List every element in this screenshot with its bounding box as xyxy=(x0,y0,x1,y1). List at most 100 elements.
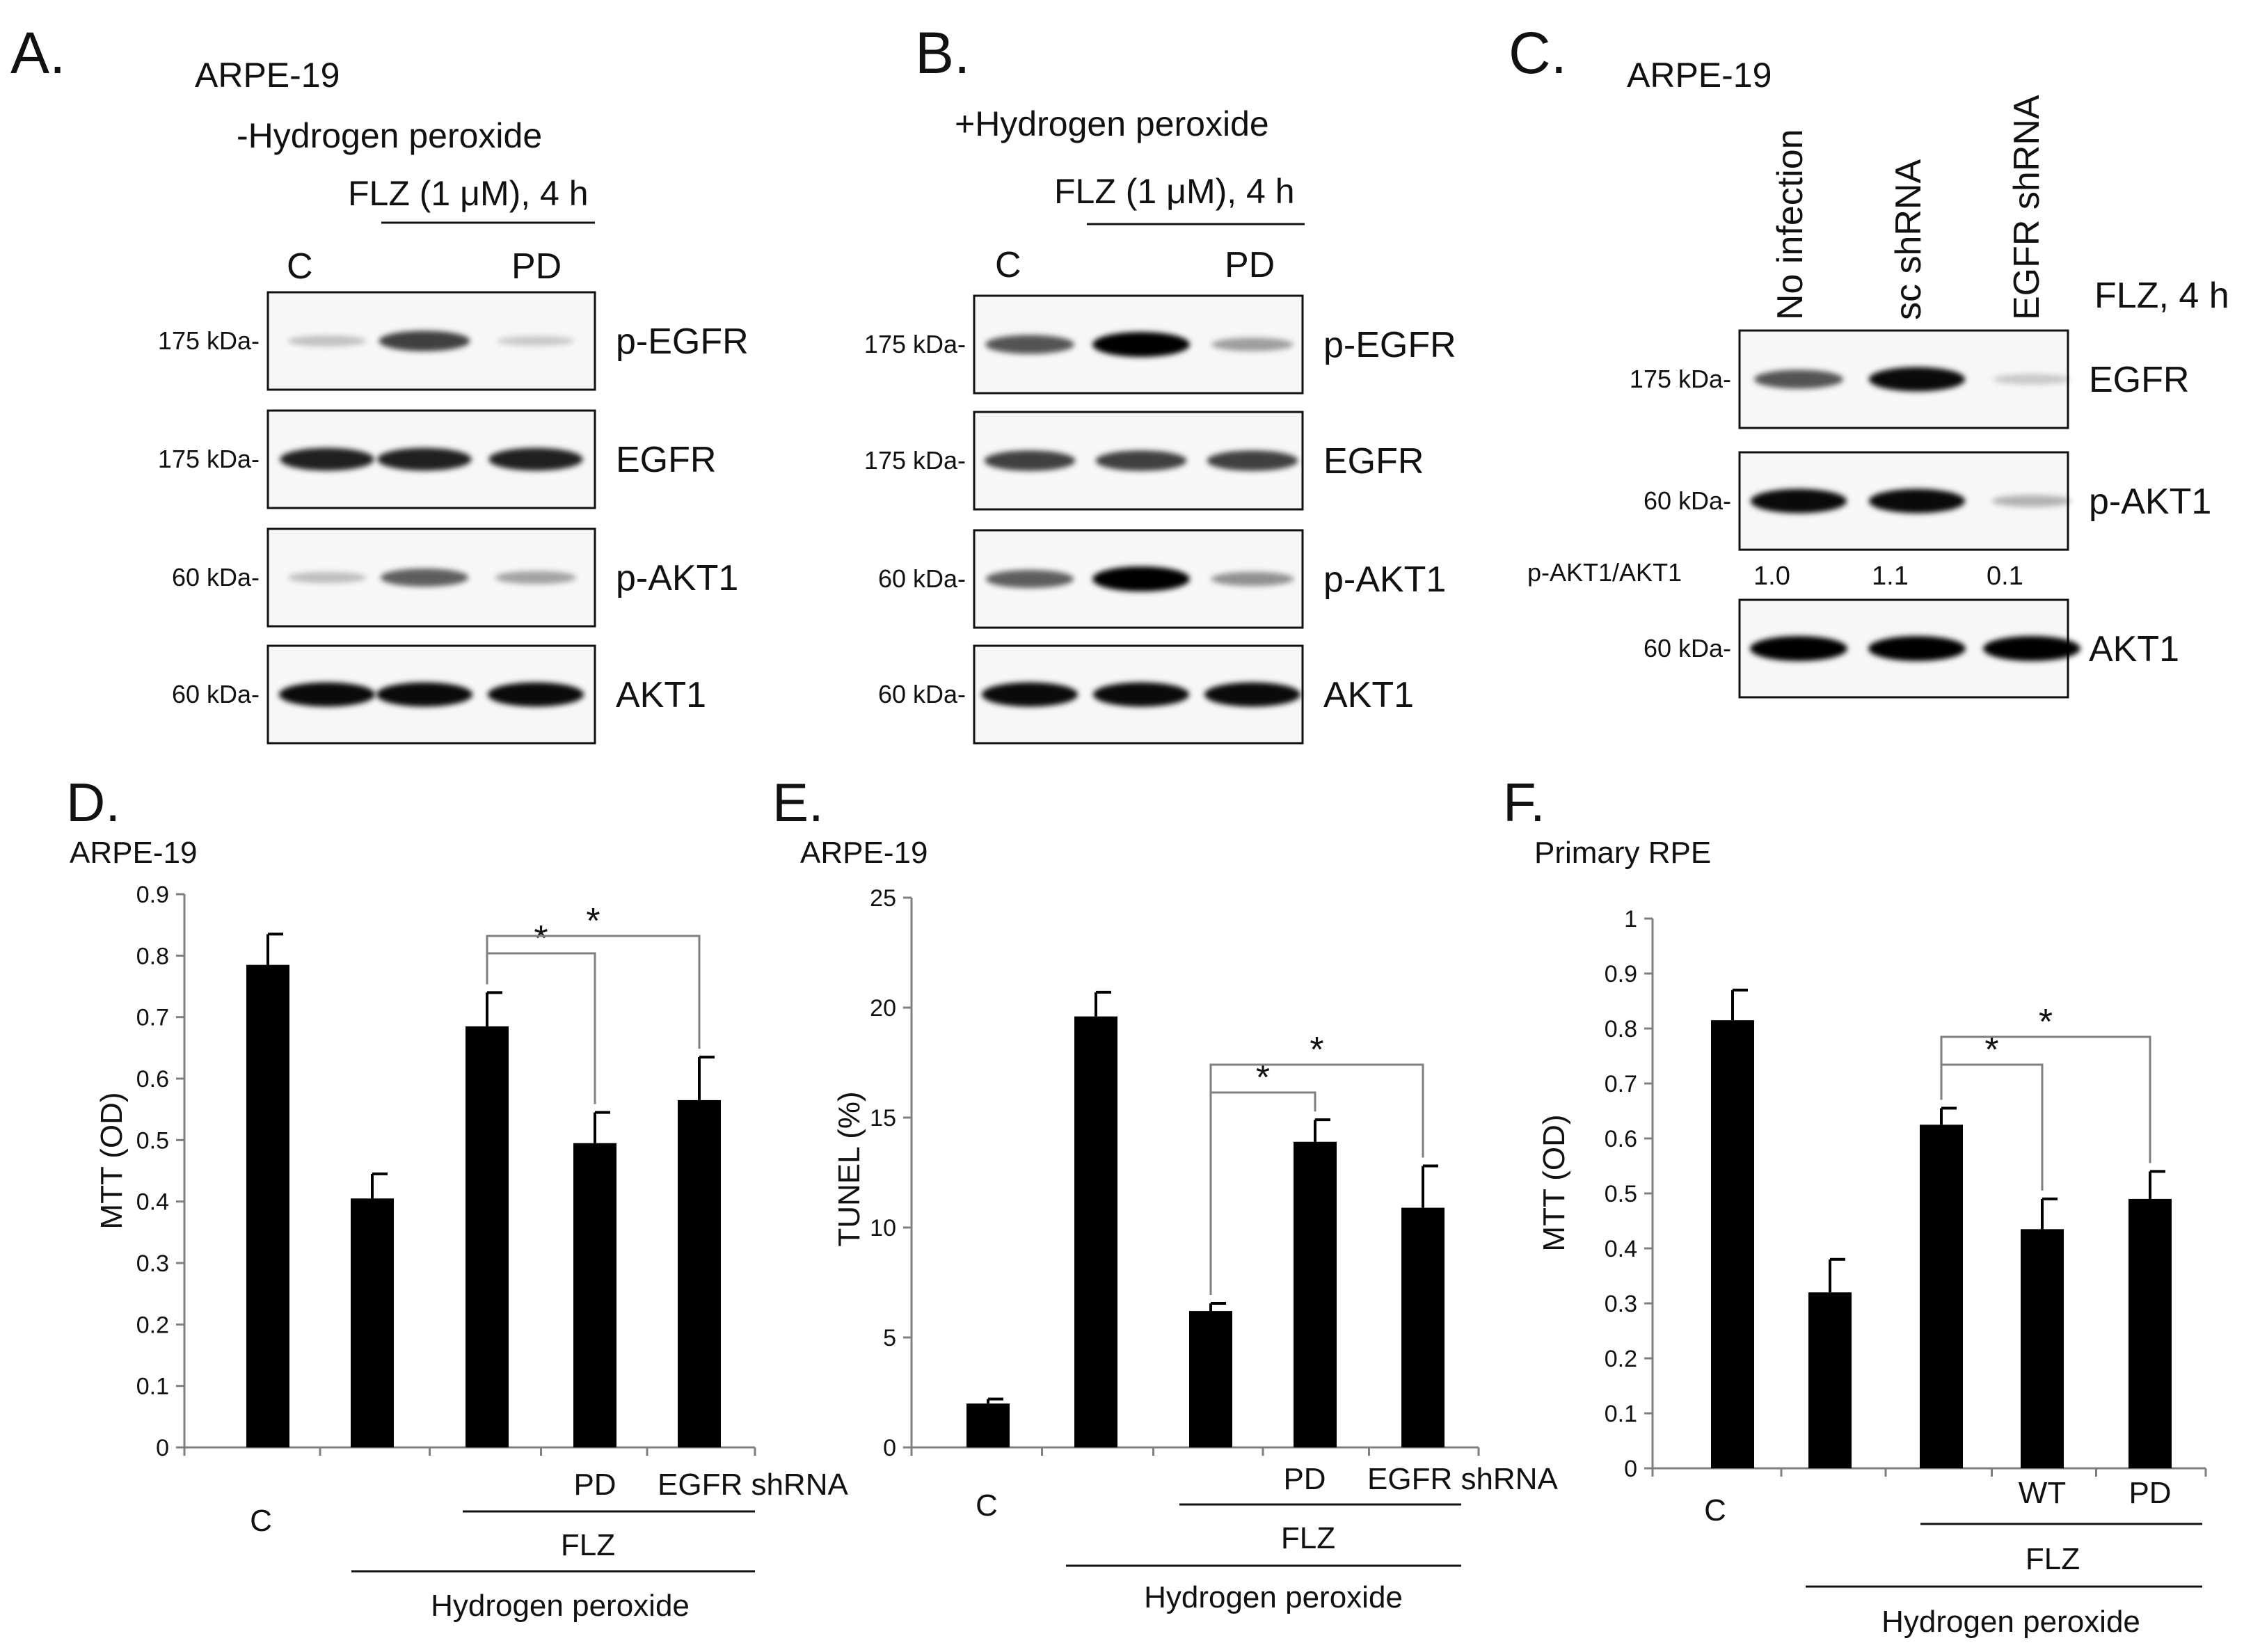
panel-a-label-egfr: EGFR xyxy=(616,440,716,480)
panel-e: E. ARPE-19 TUNEL (%) C PD EGFR shRNA FLZ… xyxy=(772,772,1558,1614)
panel-b-letter: B. xyxy=(915,20,970,86)
panel-f-y-tick-label: 0.5 xyxy=(1605,1181,1637,1207)
panel-f-bar-3 xyxy=(1920,1125,1963,1468)
panel-d-sig-bracket-1-star: * xyxy=(534,919,548,959)
panel-b-treatment: FLZ (1 μM), 4 h xyxy=(1054,172,1295,211)
panel-c-ratio-label: p-AKT1/AKT1 xyxy=(1527,558,1682,587)
panel-d-label-h2o2: Hydrogen peroxide xyxy=(431,1589,690,1623)
panel-c: C. ARPE-19 No infection sc shRNA EGFR sh… xyxy=(1509,20,2229,591)
panel-f-label-pd: PD xyxy=(2128,1476,2171,1510)
panel-b-band-p-egfr-lane-3 xyxy=(1211,337,1294,351)
panel-a-band-p-egfr-lane-2 xyxy=(379,331,470,351)
panel-d-label-pd: PD xyxy=(573,1468,616,1502)
panel-b-kda-p-akt1: 60 kDa- xyxy=(878,564,966,593)
panel-b-band-akt1-lane-1 xyxy=(981,682,1079,707)
panel-d-sig-bracket-2 xyxy=(486,935,701,1049)
panel-b-band-p-akt1-lane-1 xyxy=(985,569,1074,589)
panel-c-ratio-1: 1.0 xyxy=(1753,562,1790,591)
panel-c-band-egfr-lane-1 xyxy=(1754,370,1843,389)
panel-a-band-akt1-lane-1 xyxy=(278,682,376,707)
panel-d-y-tick-label: 0.6 xyxy=(136,1066,169,1093)
panel-c-band-akt1-lane-3 xyxy=(1983,636,2080,661)
panel-d-bar-3 xyxy=(465,1026,509,1447)
panel-c-band-p-akt1-lane-2 xyxy=(1868,489,1966,514)
panel-e-label-flz: FLZ xyxy=(1281,1521,1335,1555)
panel-f-y-tick-label: 0.1 xyxy=(1605,1401,1637,1427)
panel-b-band-akt1-lane-3 xyxy=(1204,682,1301,707)
panel-e-sig-bracket-2-star: * xyxy=(1310,1030,1323,1070)
panel-f-label-wt: WT xyxy=(2019,1476,2066,1510)
panel-d-y-tick-label: 0 xyxy=(156,1435,169,1461)
panel-d-title: ARPE-19 xyxy=(70,836,197,870)
panel-c-label-p-akt1: p-AKT1 xyxy=(2089,482,2211,522)
panel-d-y-tick-label: 0.2 xyxy=(136,1312,169,1338)
panel-b-kda-akt1: 60 kDa- xyxy=(878,680,966,708)
panel-e-label-pd: PD xyxy=(1283,1462,1326,1496)
panel-f-y-tick-label: 0.6 xyxy=(1605,1126,1637,1152)
panel-d-y-tick-label: 0.8 xyxy=(136,943,169,969)
panel-a-band-egfr-lane-3 xyxy=(488,447,583,471)
panel-e-y-tick-label: 15 xyxy=(870,1105,896,1131)
panel-b-label-akt1: AKT1 xyxy=(1323,675,1414,715)
panel-e-y-tick-label: 25 xyxy=(870,885,896,912)
panel-b-band-egfr-lane-3 xyxy=(1207,450,1298,471)
panel-d-letter: D. xyxy=(66,772,120,833)
panel-a-kda-akt1: 60 kDa- xyxy=(172,680,260,708)
panel-f-ylabel: MTT (OD) xyxy=(1537,1114,1571,1251)
panel-f-y-tick-label: 0 xyxy=(1624,1456,1637,1482)
panel-d-y-tick-label: 0.5 xyxy=(136,1127,169,1154)
panel-c-lane-no-infection: No infection xyxy=(1770,129,1811,320)
panel-d-bar-4 xyxy=(573,1143,616,1447)
panel-a-band-p-akt1-lane-1 xyxy=(287,571,367,584)
panel-d-label-flz: FLZ xyxy=(561,1528,615,1562)
panel-a-band-akt1-lane-3 xyxy=(487,682,584,707)
panel-a-lane-c: C xyxy=(287,246,313,287)
panel-d-bar-2 xyxy=(351,1198,394,1447)
panel-b-kda-egfr: 175 kDa- xyxy=(864,446,966,475)
panel-b-lane-c: C xyxy=(995,245,1021,285)
panel-e-label-c: C xyxy=(976,1488,998,1523)
panel-f-y-tick-label: 0.7 xyxy=(1605,1071,1637,1097)
panel-c-lane-egfr-shrna: EGFR shRNA xyxy=(2007,95,2047,320)
panel-f-y-tick-label: 0.2 xyxy=(1605,1346,1637,1372)
generated-marks: 175 kDa-p-EGFR 175 kDa- EGFR 60 kDa-p-AKT1 6… xyxy=(136,291,2211,1482)
panel-a-condition: -Hydrogen peroxide xyxy=(237,116,542,155)
panel-d-bar-1 xyxy=(246,964,289,1447)
panel-b: B. +Hydrogen peroxide FLZ (1 μM), 4 h C … xyxy=(915,20,1305,285)
panel-a-band-egfr-lane-2 xyxy=(377,447,472,471)
panel-d-y-tick-label: 0.4 xyxy=(136,1189,169,1216)
panel-a-band-p-egfr-lane-3 xyxy=(497,335,575,347)
panel-d-label-shrna: EGFR shRNA xyxy=(658,1468,848,1502)
panel-a-band-p-akt1-lane-3 xyxy=(495,571,577,585)
panel-d-y-tick-label: 0.1 xyxy=(136,1374,169,1400)
panel-b-label-p-egfr: p-EGFR xyxy=(1323,325,1456,365)
panel-e-y-tick-label: 10 xyxy=(870,1215,896,1241)
panel-e-ylabel: TUNEL (%) xyxy=(832,1091,866,1246)
panel-f-bar-2 xyxy=(1808,1292,1852,1468)
panel-f-title: Primary RPE xyxy=(1534,836,1711,870)
panel-e-bar-4 xyxy=(1294,1141,1337,1447)
panel-a-band-p-egfr-lane-1 xyxy=(287,335,367,347)
panel-b-kda-p-egfr: 175 kDa- xyxy=(864,330,966,358)
panel-c-kda-egfr: 175 kDa- xyxy=(1630,365,1731,393)
panel-a-treatment: FLZ (1 μM), 4 h xyxy=(348,174,589,213)
panel-d-y-tick-label: 0.9 xyxy=(136,882,169,908)
panel-f-label-flz: FLZ xyxy=(2026,1542,2080,1576)
panel-c-kda-p-akt1: 60 kDa- xyxy=(1644,486,1731,515)
panel-b-label-egfr: EGFR xyxy=(1323,441,1424,482)
panel-c-band-egfr-lane-3 xyxy=(1993,374,2071,385)
panel-a-label-p-egfr: p-EGFR xyxy=(616,321,749,362)
panel-e-y-tick-label: 20 xyxy=(870,995,896,1022)
panel-f-bar-5 xyxy=(2128,1198,2172,1468)
panel-c-kda-akt1: 60 kDa- xyxy=(1644,634,1731,662)
panel-a-band-egfr-lane-1 xyxy=(280,447,374,471)
panel-f-y-tick-label: 1 xyxy=(1624,906,1637,932)
panel-f-letter: F. xyxy=(1503,772,1545,833)
panel-b-band-p-egfr-lane-1 xyxy=(985,335,1074,354)
panel-d-y-tick-label: 0.7 xyxy=(136,1005,169,1031)
panel-f-y-tick-label: 0.8 xyxy=(1605,1016,1637,1042)
panel-a-band-akt1-lane-2 xyxy=(376,682,473,707)
panel-f-bar-4 xyxy=(2021,1229,2064,1468)
